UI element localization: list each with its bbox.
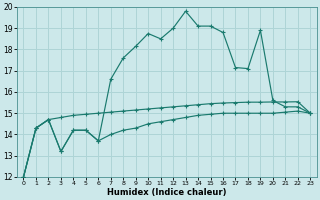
X-axis label: Humidex (Indice chaleur): Humidex (Indice chaleur) — [107, 188, 227, 197]
